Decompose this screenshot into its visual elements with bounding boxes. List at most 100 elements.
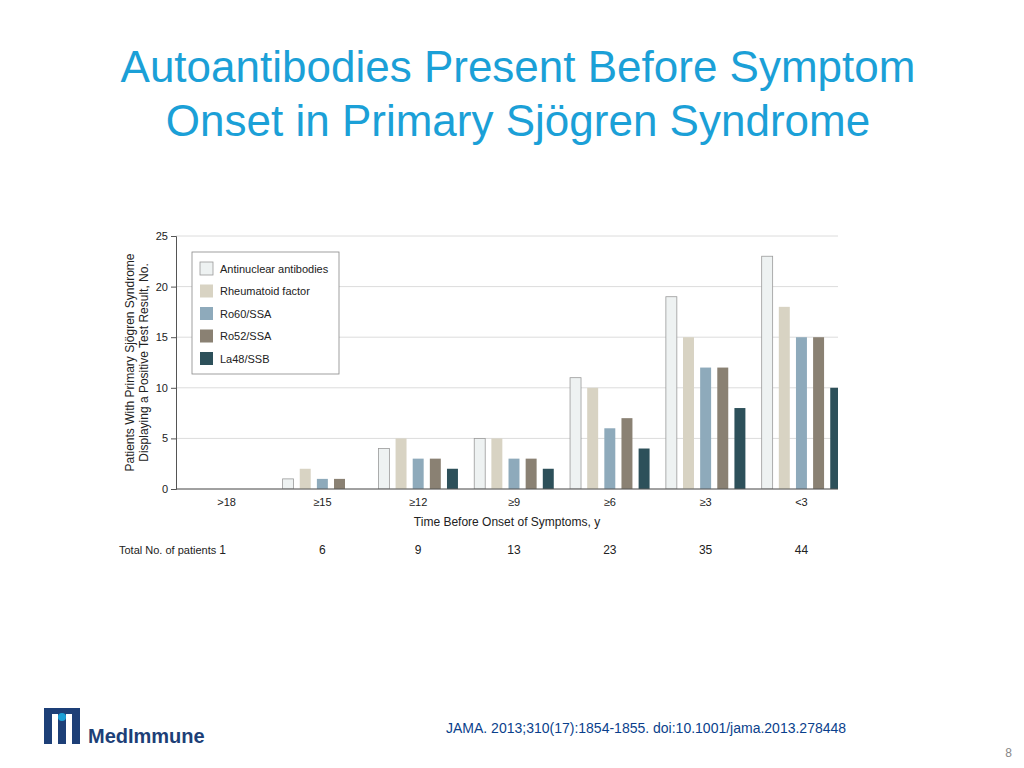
title-line: Autoantibodies Present Before Symptom	[121, 42, 916, 91]
x-tick-label: ≥3	[700, 496, 712, 508]
y-tick: 0	[162, 483, 176, 495]
x-tick-label: ≥15	[313, 496, 331, 508]
bar-series	[283, 256, 773, 489]
legend-swatch	[200, 262, 213, 275]
bar	[378, 449, 389, 489]
bar	[587, 388, 598, 489]
bar	[491, 438, 502, 489]
slide: Autoantibodies Present Before Symptom Ons…	[0, 0, 1024, 768]
legend-frame	[192, 252, 339, 374]
grid-line	[176, 489, 838, 490]
total-value: 44	[795, 543, 809, 557]
total-value: 23	[603, 543, 617, 557]
bar	[796, 337, 807, 489]
y-tick-mark	[171, 287, 176, 288]
y-tick-mark	[171, 489, 176, 490]
bar	[447, 469, 458, 489]
x-tick-label: ≥6	[604, 496, 616, 508]
x-tick: ≥6	[604, 496, 616, 508]
x-tick-label: >18	[217, 496, 236, 508]
x-tick: ≥15	[313, 496, 331, 508]
bar-series	[300, 307, 790, 489]
legend-label: Antinuclear antibodies	[220, 263, 329, 275]
y-tick-label: 15	[156, 331, 168, 343]
y-tick: 10	[156, 382, 176, 394]
total-value: 35	[699, 543, 713, 557]
x-tick: <3	[795, 496, 808, 508]
y-tick-mark	[171, 388, 176, 389]
bar	[717, 368, 728, 489]
legend-item: Ro60/SSA	[200, 307, 272, 320]
bars	[283, 256, 838, 489]
bar	[813, 337, 824, 489]
title-line: Onset in Primary Sjögren Syndrome	[166, 96, 870, 145]
y-tick-label: 10	[156, 382, 168, 394]
y-axis-title: Patients With Primary Sjögren Syndrome	[123, 253, 137, 471]
bar	[604, 428, 615, 489]
bar	[762, 256, 773, 489]
bar	[700, 368, 711, 489]
bar	[734, 408, 745, 489]
y-tick-label: 25	[156, 230, 168, 242]
x-tick: ≥12	[409, 496, 427, 508]
bar	[413, 459, 424, 489]
total-value: 13	[507, 543, 521, 557]
bar	[430, 459, 441, 489]
x-tick-label: ≥9	[508, 496, 520, 508]
y-tick-mark	[171, 337, 176, 338]
logo-icon	[44, 708, 80, 744]
bar	[334, 479, 345, 489]
legend-label: Ro52/SSA	[220, 330, 272, 342]
bar	[396, 438, 407, 489]
logo-icon	[52, 714, 58, 744]
x-axis-line	[176, 489, 838, 490]
logo: MedImmune	[44, 708, 205, 747]
y-tick: 15	[156, 331, 176, 343]
bar	[830, 388, 838, 489]
x-tick-label: ≥12	[409, 496, 427, 508]
x-axis-title: Time Before Onset of Symptoms, y	[414, 515, 600, 529]
legend-item: Rheumatoid factor	[200, 285, 310, 298]
page-number: 8	[1005, 746, 1012, 760]
legend: Antinuclear antibodies Rheumatoid factor R…	[192, 252, 339, 374]
bar	[666, 297, 677, 489]
legend-swatch	[200, 330, 213, 343]
plot: 0 5 10 15 20 25 >18 ≥15 ≥12 ≥9 ≥6 ≥3 <3	[156, 230, 841, 508]
total-value: 6	[319, 543, 326, 557]
legend-item: Ro52/SSA	[200, 330, 272, 343]
y-tick-label: 0	[162, 483, 168, 495]
y-axis-line	[171, 237, 177, 490]
bar	[683, 337, 694, 489]
y-tick: 25	[156, 230, 176, 242]
title: Autoantibodies Present Before Symptom Ons…	[121, 42, 916, 145]
x-tick: ≥9	[508, 496, 520, 508]
y-tick-label: 5	[162, 432, 168, 444]
bar	[570, 378, 581, 489]
x-tick: >18	[217, 496, 236, 508]
legend-label: La48/SSB	[220, 353, 270, 365]
bar	[526, 459, 537, 489]
bar	[543, 469, 554, 489]
legend-item: La48/SSB	[200, 352, 270, 365]
y-tick: 20	[156, 281, 176, 293]
bar-series	[334, 337, 824, 489]
legend-label: Ro60/SSA	[220, 308, 272, 320]
legend-swatch	[200, 285, 213, 298]
y-tick-mark	[171, 236, 176, 237]
legend-swatch	[200, 307, 213, 320]
bar	[779, 307, 790, 489]
y-tick: 5	[162, 432, 176, 444]
bar	[621, 418, 632, 489]
x-tick: ≥3	[700, 496, 712, 508]
y-tick-label: 20	[156, 281, 168, 293]
bar-series	[447, 388, 838, 489]
bar	[639, 449, 650, 489]
y-tick-mark	[171, 438, 176, 439]
y-axis-title: Displaying a Positive Test Result, No.	[137, 263, 151, 462]
legend-item: Antinuclear antibodies	[200, 262, 329, 275]
x-axis: >18 ≥15 ≥12 ≥9 ≥6 ≥3 <3	[176, 489, 838, 508]
source: JAMA. 2013;310(17):1854-1855. doi:10.100…	[446, 720, 846, 736]
grid	[176, 236, 838, 489]
legend-swatch	[200, 352, 213, 365]
logo-icon	[58, 713, 66, 721]
